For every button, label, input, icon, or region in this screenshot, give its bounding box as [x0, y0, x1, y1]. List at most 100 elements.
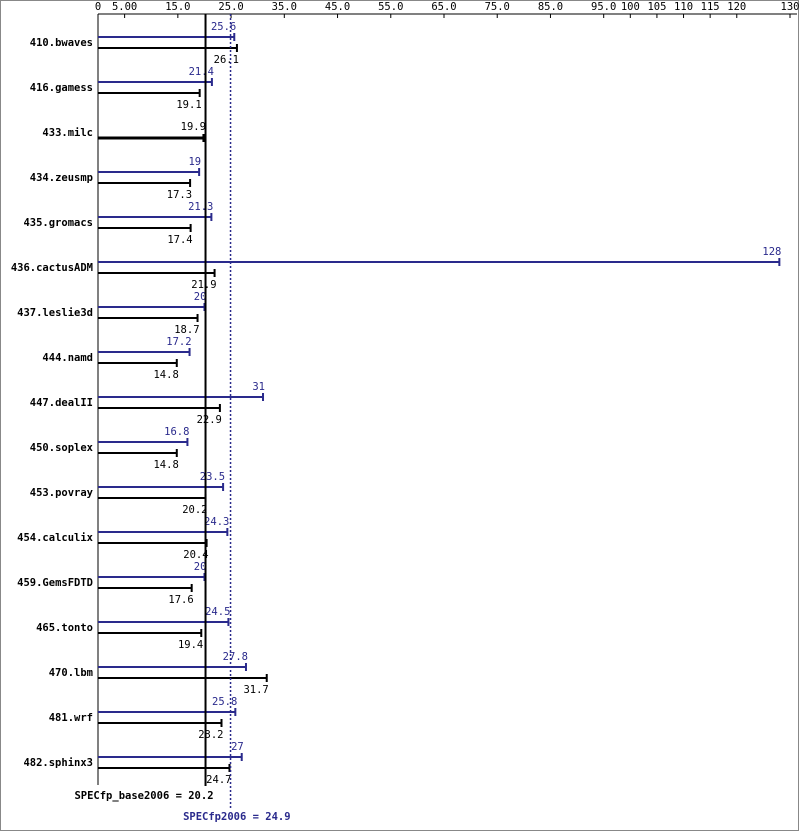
x-tick-label: 5.00 [112, 1, 137, 13]
bar [98, 44, 238, 52]
bar [98, 134, 206, 142]
value-label: 128 [762, 246, 781, 258]
bar [98, 539, 208, 547]
benchmark-label: 435.gromacs [23, 217, 93, 229]
value-label: 25.8 [212, 696, 237, 708]
value-label: 19.1 [176, 99, 201, 111]
bar [98, 314, 199, 322]
x-tick-label: 0 [95, 1, 101, 13]
base-mean-label: SPECfp_base2006 = 20.2 [74, 790, 213, 802]
value-label: 19 [188, 156, 201, 168]
benchmark-label: 482.sphinx3 [23, 757, 93, 769]
bar [98, 89, 201, 97]
x-tick-label: 100 [621, 1, 640, 13]
benchmark-label: 416.gamess [30, 82, 93, 94]
bar [98, 269, 216, 277]
x-tick-label: 55.0 [378, 1, 403, 13]
x-tick-label: 35.0 [272, 1, 297, 13]
bar [98, 404, 221, 412]
x-tick-label: 120 [727, 1, 746, 13]
value-label: 16.8 [164, 426, 189, 438]
x-tick-label: 115 [701, 1, 720, 13]
bar [98, 348, 191, 356]
x-tick-label: 65.0 [431, 1, 456, 13]
x-tick-label: 25.0 [218, 1, 243, 13]
bar [98, 303, 206, 311]
bar [98, 258, 781, 266]
benchmark-label: 453.povray [30, 487, 94, 499]
bar [98, 168, 201, 176]
x-tick-label: 130 [781, 1, 799, 13]
value-label: 23.2 [198, 729, 223, 741]
bar [98, 618, 230, 626]
benchmark-label: 465.tonto [36, 622, 93, 634]
x-tick-label: 15.0 [165, 1, 190, 13]
value-label: 21.9 [191, 279, 216, 291]
x-tick-label: 85.0 [538, 1, 563, 13]
bar [98, 33, 236, 41]
bar [98, 753, 243, 761]
value-label: 14.8 [153, 369, 178, 381]
benchmark-label: 436.cactusADM [11, 262, 93, 274]
benchmark-label: 437.leslie3d [17, 307, 93, 319]
value-label: 19.4 [178, 639, 203, 651]
benchmark-label: 433.milc [42, 127, 93, 139]
bar [98, 224, 192, 232]
bar [98, 663, 247, 671]
value-label: 20 [194, 561, 207, 573]
value-label: 18.7 [174, 324, 199, 336]
value-label: 20.2 [182, 504, 207, 516]
x-tick-label: 95.0 [591, 1, 616, 13]
bar [98, 393, 265, 401]
value-label: 22.9 [197, 414, 222, 426]
x-tick-label: 75.0 [485, 1, 510, 13]
bar [98, 764, 231, 772]
x-tick-label: 105 [647, 1, 666, 13]
value-label: 20.4 [183, 549, 208, 561]
bar [98, 438, 189, 446]
bar [98, 179, 192, 187]
bar [98, 573, 206, 581]
value-label: 21.4 [189, 66, 214, 78]
value-label: 31 [252, 381, 265, 393]
value-label: 21.3 [188, 201, 213, 213]
value-label: 26.1 [214, 54, 239, 66]
value-label: 24.5 [205, 606, 230, 618]
bar [98, 483, 225, 491]
value-label: 24.7 [206, 774, 231, 786]
benchmark-label: 434.zeusmp [30, 172, 93, 184]
benchmark-label: 481.wrf [49, 712, 93, 724]
value-label: 17.6 [168, 594, 193, 606]
value-label: 27 [231, 741, 244, 753]
value-label: 20 [194, 291, 207, 303]
bar [98, 359, 178, 367]
bar [98, 213, 213, 221]
bar [98, 78, 213, 86]
bar [98, 719, 223, 727]
bar [98, 449, 178, 457]
value-label: 25.6 [211, 21, 236, 33]
bar [98, 584, 193, 592]
value-label: 17.3 [167, 189, 192, 201]
bar [98, 708, 237, 716]
benchmark-label: 459.GemsFDTD [17, 577, 93, 589]
bar [98, 629, 203, 637]
benchmark-label: 470.lbm [49, 667, 93, 679]
benchmark-label: 450.soplex [30, 442, 94, 454]
benchmark-label: 410.bwaves [30, 37, 93, 49]
value-label: 31.7 [243, 684, 268, 696]
peak-mean-label: SPECfp2006 = 24.9 [183, 811, 290, 823]
benchmark-label: 454.calculix [17, 532, 94, 544]
bar [98, 674, 268, 682]
value-label: 24.3 [204, 516, 229, 528]
x-tick-label: 110 [674, 1, 693, 13]
value-label: 19.9 [181, 121, 206, 133]
value-label: 27.8 [223, 651, 248, 663]
value-label: 14.8 [153, 459, 178, 471]
value-label: 17.4 [167, 234, 192, 246]
x-tick-label: 45.0 [325, 1, 350, 13]
benchmark-label: 444.namd [42, 352, 93, 364]
